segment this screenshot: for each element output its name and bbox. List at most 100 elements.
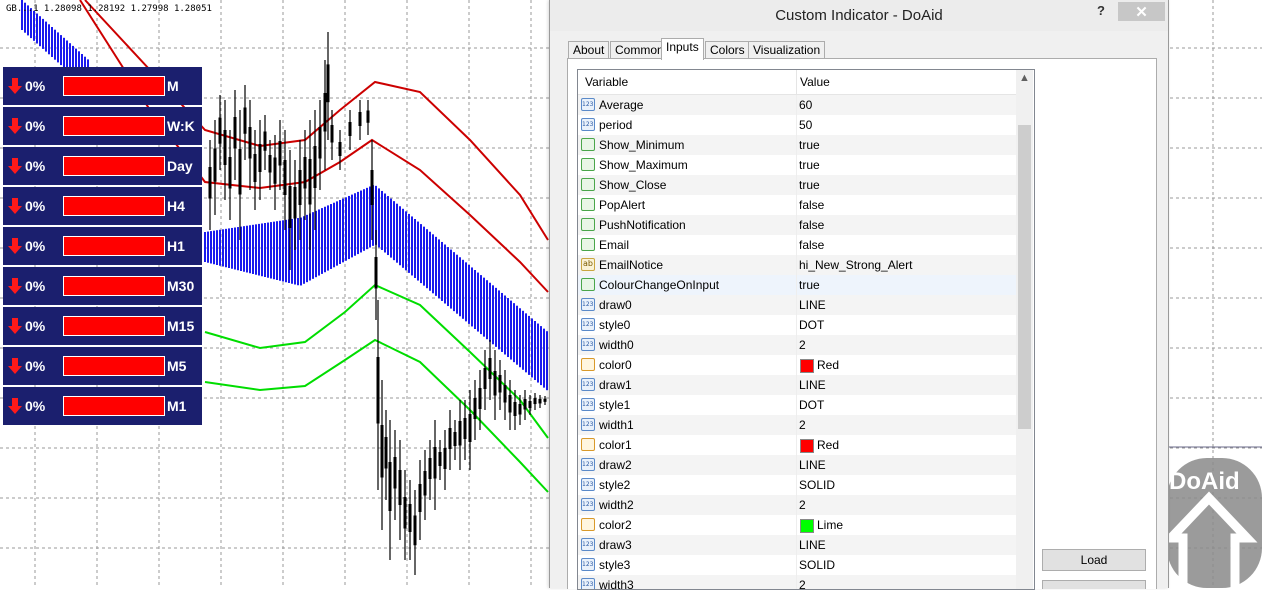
input-value[interactable]: true bbox=[799, 138, 820, 152]
input-value[interactable]: hi_New_Strong_Alert bbox=[799, 258, 913, 272]
input-row[interactable]: Email false bbox=[578, 235, 1016, 255]
input-value[interactable]: false bbox=[799, 198, 825, 212]
column-header-value[interactable]: Value bbox=[800, 75, 830, 89]
input-value[interactable]: LINE bbox=[799, 538, 826, 552]
input-row[interactable]: draw2 LINE bbox=[578, 455, 1016, 475]
input-row[interactable]: PushNotification false bbox=[578, 215, 1016, 235]
input-value[interactable]: LINE bbox=[799, 458, 826, 472]
str-type-icon bbox=[581, 258, 595, 271]
input-row[interactable]: draw3 LINE bbox=[578, 535, 1016, 555]
num-type-icon bbox=[581, 498, 595, 511]
candle-body bbox=[348, 122, 352, 136]
input-value[interactable]: 2 bbox=[799, 498, 806, 512]
input-value[interactable]: 2 bbox=[799, 578, 806, 590]
candle-body bbox=[493, 371, 497, 396]
cell-divider bbox=[796, 535, 797, 555]
input-value[interactable]: 60 bbox=[799, 98, 813, 112]
grid-header: Variable Value bbox=[578, 70, 1016, 95]
close-button[interactable]: ✕ bbox=[1118, 2, 1165, 21]
input-row[interactable]: ColourChangeOnInput true bbox=[578, 275, 1016, 295]
column-header-variable[interactable]: Variable bbox=[585, 75, 629, 89]
help-button[interactable]: ? bbox=[1097, 3, 1105, 18]
vertical-scrollbar[interactable]: ▲ bbox=[1016, 70, 1033, 589]
input-row[interactable]: width0 2 bbox=[578, 335, 1016, 355]
input-value[interactable]: 50 bbox=[799, 118, 813, 132]
down-arrow-icon bbox=[8, 398, 22, 414]
input-row[interactable]: period 50 bbox=[578, 115, 1016, 135]
candle-body bbox=[518, 404, 522, 415]
input-row[interactable]: style1 DOT bbox=[578, 395, 1016, 415]
color-swatch[interactable] bbox=[800, 519, 814, 533]
num-type-icon bbox=[581, 578, 595, 589]
input-value[interactable]: 2 bbox=[799, 338, 806, 352]
input-value[interactable]: true bbox=[799, 278, 820, 292]
input-row[interactable]: PopAlert false bbox=[578, 195, 1016, 215]
inputs-grid[interactable]: Variable Value Average 60 period 50 Show_Min… bbox=[577, 69, 1035, 590]
input-value[interactable]: true bbox=[799, 178, 820, 192]
input-row[interactable]: Show_Close true bbox=[578, 175, 1016, 195]
input-row[interactable]: color2 Lime bbox=[578, 515, 1016, 535]
candle-body bbox=[293, 187, 297, 219]
candle-body bbox=[418, 484, 422, 512]
input-row[interactable]: color1 Red bbox=[578, 435, 1016, 455]
input-row[interactable]: color0 Red bbox=[578, 355, 1016, 375]
down-arrow-icon bbox=[8, 278, 22, 294]
num-type-icon bbox=[581, 98, 595, 111]
tab-colors[interactable]: Colors bbox=[705, 41, 750, 59]
timeframe-row: 0% Day bbox=[3, 147, 202, 185]
color-swatch[interactable] bbox=[800, 359, 814, 373]
bool-type-icon bbox=[581, 198, 595, 211]
input-variable-name: color0 bbox=[599, 358, 632, 372]
input-value[interactable]: Red bbox=[817, 358, 840, 372]
cell-divider bbox=[796, 395, 797, 415]
input-value[interactable]: true bbox=[799, 158, 820, 172]
tab-visualization[interactable]: Visualization bbox=[748, 41, 826, 59]
candle-body bbox=[403, 497, 407, 529]
input-value[interactable]: LINE bbox=[799, 298, 826, 312]
input-row[interactable]: Average 60 bbox=[578, 95, 1016, 115]
timeframe-row: 0% M1 bbox=[3, 387, 202, 425]
tab-about[interactable]: About bbox=[568, 41, 610, 59]
scroll-up-icon[interactable]: ▲ bbox=[1019, 72, 1030, 84]
tab-inputs[interactable]: Inputs bbox=[661, 38, 704, 60]
candle-body bbox=[308, 159, 312, 205]
input-value[interactable]: LINE bbox=[799, 378, 826, 392]
input-row[interactable]: draw0 LINE bbox=[578, 295, 1016, 315]
tab-common[interactable]: Common bbox=[610, 41, 669, 59]
input-value[interactable]: DOT bbox=[799, 398, 825, 412]
input-value[interactable]: SOLID bbox=[799, 478, 836, 492]
input-value[interactable]: false bbox=[799, 218, 825, 232]
input-row[interactable]: style3 SOLID bbox=[578, 555, 1016, 575]
load-button[interactable]: Load bbox=[1042, 549, 1146, 571]
input-variable-name: Show_Maximum bbox=[599, 158, 688, 172]
candle-body bbox=[408, 504, 412, 532]
input-value[interactable]: false bbox=[799, 238, 825, 252]
input-value[interactable]: 2 bbox=[799, 418, 806, 432]
input-row[interactable]: style2 SOLID bbox=[578, 475, 1016, 495]
input-row[interactable]: style0 DOT bbox=[578, 315, 1016, 335]
input-row[interactable]: EmailNotice hi_New_Strong_Alert bbox=[578, 255, 1016, 275]
cell-divider bbox=[796, 135, 797, 155]
watermark-text: DoAid bbox=[1169, 468, 1240, 495]
cell-divider bbox=[796, 175, 797, 195]
input-row[interactable]: Show_Minimum true bbox=[578, 135, 1016, 155]
save-button[interactable] bbox=[1042, 580, 1146, 589]
input-row[interactable]: width2 2 bbox=[578, 495, 1016, 515]
input-value[interactable]: Red bbox=[817, 438, 840, 452]
dialog-titlebar[interactable]: Custom Indicator - DoAid ? ✕ bbox=[550, 0, 1168, 31]
input-row[interactable]: Show_Maximum true bbox=[578, 155, 1016, 175]
timeframe-percent: 0% bbox=[25, 158, 46, 174]
input-row[interactable]: width3 2 bbox=[578, 575, 1016, 590]
candle-body bbox=[478, 388, 482, 409]
input-row[interactable]: draw1 LINE bbox=[578, 375, 1016, 395]
candle-body bbox=[393, 457, 397, 489]
column-divider[interactable] bbox=[796, 70, 797, 94]
input-value[interactable]: Lime bbox=[817, 518, 844, 532]
input-value[interactable]: SOLID bbox=[799, 558, 836, 572]
num-type-icon bbox=[581, 478, 595, 491]
input-row[interactable]: width1 2 bbox=[578, 415, 1016, 435]
dialog-title: Custom Indicator - DoAid bbox=[775, 7, 943, 24]
input-value[interactable]: DOT bbox=[799, 318, 825, 332]
scroll-thumb[interactable] bbox=[1018, 125, 1031, 429]
color-swatch[interactable] bbox=[800, 439, 814, 453]
